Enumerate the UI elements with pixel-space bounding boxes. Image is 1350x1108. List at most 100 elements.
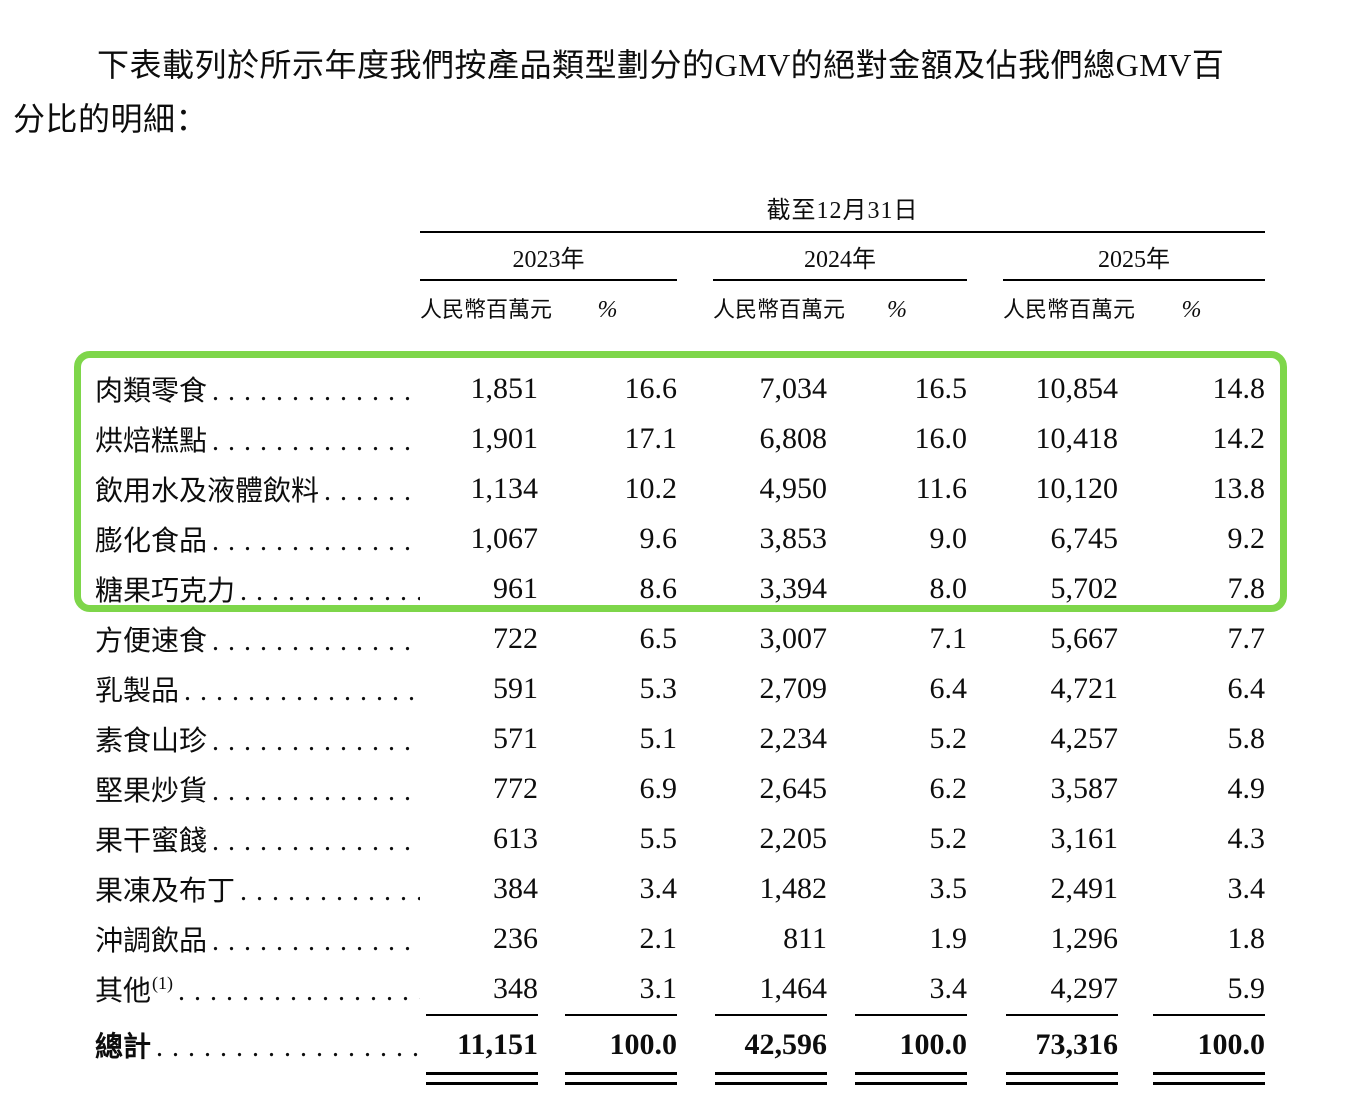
value-cell: 1,296: [1050, 922, 1119, 955]
category-label: 果干蜜餞: [95, 826, 208, 857]
gmv-table: 截至12月31日 2023年 2024年 2025年 人民幣百萬元 % 人民幣百…: [95, 190, 1265, 1090]
value-cell: 3.4: [1227, 872, 1266, 905]
row-label-cell: 糖果巧克力: [95, 564, 420, 614]
value-cell: 3.4: [639, 872, 678, 905]
value-cell: 2,491: [1050, 872, 1119, 905]
value-cell: 2.1: [639, 922, 678, 955]
row-label-cell: 沖調飲品: [95, 914, 420, 964]
intro-line-2: 分比的明細：: [13, 101, 209, 137]
total-row: 總計 11,151 100.0 42,596 100.0 73,316 100.0: [95, 1020, 1265, 1070]
total-top-rule: [715, 1014, 827, 1016]
value-cell: 8.0: [929, 572, 968, 605]
dot-leader: [240, 876, 420, 908]
row-label-cell: 堅果炒貨: [95, 764, 420, 814]
value-cell: 4.3: [1227, 822, 1266, 855]
value-cell: 14.2: [1212, 422, 1266, 455]
total-value-cell: 100.0: [1197, 1028, 1266, 1061]
table-row: 果凍及布丁 384 3.4 1,482 3.5 2,491 3.4: [95, 864, 1265, 914]
value-cell: 3,161: [1050, 822, 1119, 855]
total-double-rule-row: [95, 1070, 1265, 1090]
value-cell: 16.5: [914, 372, 968, 405]
value-cell: 722: [493, 622, 538, 655]
unit-header: 人民幣百萬元: [1003, 297, 1136, 322]
percent-header: %: [1181, 297, 1202, 323]
value-cell: 811: [783, 922, 827, 955]
value-cell: 3,394: [759, 572, 828, 605]
total-double-rule: [855, 1072, 967, 1085]
total-double-rule: [426, 1072, 538, 1085]
value-cell: 2,205: [759, 822, 828, 855]
row-label-cell: 烘焙糕點: [95, 414, 420, 464]
value-cell: 3,853: [759, 522, 828, 555]
table-row: 烘焙糕點 1,901 17.1 6,808 16.0 10,418 14.2: [95, 414, 1265, 464]
value-cell: 1,851: [470, 372, 539, 405]
table-row: 飲用水及液體飲料 1,134 10.2 4,950 11.6 10,120 13.8: [95, 464, 1265, 514]
value-cell: 10,854: [1035, 372, 1119, 405]
value-cell: 5.2: [929, 822, 968, 855]
dot-leader: [212, 426, 420, 458]
total-double-rule: [1006, 1072, 1118, 1085]
table-row: 果干蜜餞 613 5.5 2,205 5.2 3,161 4.3: [95, 814, 1265, 864]
dot-leader: [184, 676, 420, 708]
category-label: 烘焙糕點: [95, 426, 208, 457]
dot-leader: [240, 576, 420, 608]
total-top-rule: [1006, 1014, 1118, 1016]
table-row: 方便速食 722 6.5 3,007 7.1 5,667 7.7: [95, 614, 1265, 664]
value-cell: 571: [493, 722, 538, 755]
table-row: 膨化食品 1,067 9.6 3,853 9.0 6,745 9.2: [95, 514, 1265, 564]
value-cell: 5.1: [639, 722, 678, 755]
value-cell: 5.3: [639, 672, 678, 705]
year-header-2025: 2025年: [1003, 232, 1265, 281]
value-cell: 14.8: [1212, 372, 1266, 405]
total-label: 總計: [95, 1032, 152, 1063]
total-value-cell: 73,316: [1035, 1028, 1119, 1061]
percent-header: %: [887, 297, 907, 323]
table-row: 堅果炒貨 772 6.9 2,645 6.2 3,587 4.9: [95, 764, 1265, 814]
value-cell: 5,702: [1050, 572, 1119, 605]
value-cell: 613: [493, 822, 538, 855]
category-label: 方便速食: [95, 626, 208, 657]
category-label: 果凍及布丁: [95, 876, 236, 907]
dot-leader: [212, 726, 420, 758]
table-row: 糖果巧克力 961 8.6 3,394 8.0 5,702 7.8: [95, 564, 1265, 614]
value-cell: 6.4: [1227, 672, 1266, 705]
total-top-rule: [565, 1014, 677, 1016]
value-cell: 5.5: [639, 822, 678, 855]
value-cell: 1,464: [759, 972, 828, 1005]
row-label-cell: 膨化食品: [95, 514, 420, 564]
dot-leader: [212, 626, 420, 658]
value-cell: 9.6: [639, 522, 678, 555]
value-cell: 9.0: [929, 522, 968, 555]
total-double-rule: [715, 1072, 827, 1085]
table-row: 沖調飲品 236 2.1 811 1.9 1,296 1.8: [95, 914, 1265, 964]
value-cell: 1,482: [759, 872, 828, 905]
dot-leader: [212, 376, 420, 408]
value-cell: 9.2: [1227, 522, 1266, 555]
value-cell: 6,808: [759, 422, 828, 455]
value-cell: 3.5: [929, 872, 968, 905]
value-cell: 4,297: [1050, 972, 1119, 1005]
percent-header: %: [597, 297, 618, 323]
unit-header: 人民幣百萬元: [420, 297, 553, 322]
total-top-rule: [426, 1014, 538, 1016]
value-cell: 4.9: [1227, 772, 1266, 805]
total-value-cell: 100.0: [609, 1028, 678, 1061]
category-label: 飲用水及液體飲料: [95, 476, 320, 507]
dot-leader: [212, 826, 420, 858]
table-row: 其他(1) 348 3.1 1,464 3.4 4,297 5.9: [95, 964, 1265, 1014]
dot-leader: [156, 1032, 420, 1064]
value-cell: 17.1: [624, 422, 678, 455]
unit-header: 人民幣百萬元: [713, 297, 846, 322]
total-value-cell: 100.0: [899, 1028, 968, 1061]
dot-leader: [324, 476, 420, 508]
row-label-cell: 其他 (1): [95, 964, 420, 1014]
category-label: 糖果巧克力: [95, 576, 236, 607]
total-label-cell: 總計: [95, 1020, 420, 1070]
value-cell: 1,067: [470, 522, 539, 555]
dot-leader: [212, 526, 420, 558]
table-row: 素食山珍 571 5.1 2,234 5.2 4,257 5.8: [95, 714, 1265, 764]
total-value-cell: 42,596: [744, 1028, 828, 1061]
total-value-cell: 11,151: [457, 1028, 538, 1061]
category-label: 乳製品: [95, 676, 180, 707]
total-top-rule: [855, 1014, 967, 1016]
